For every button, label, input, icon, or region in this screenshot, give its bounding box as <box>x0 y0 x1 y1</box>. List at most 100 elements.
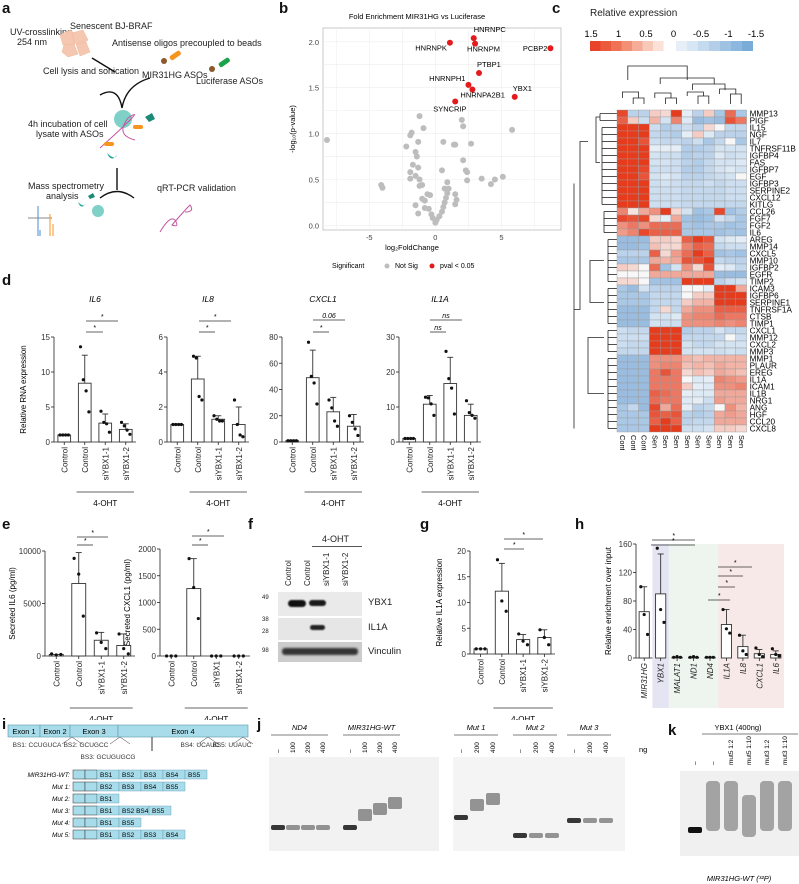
svg-text:Exon 1: Exon 1 <box>12 727 35 736</box>
schematic-graphics <box>28 29 230 236</box>
point-not-sig <box>468 140 475 147</box>
svg-text:siYBX1-2: siYBX1-2 <box>122 446 131 480</box>
gene-structure-diagram: Exon 1 Exon 2 Exon 3 Exon 4 BS1: CCUGUCA BS2… <box>7 724 254 840</box>
svg-text:30: 30 <box>386 333 395 342</box>
point-not-sig <box>487 181 494 188</box>
svg-text:1: 1 <box>616 29 621 40</box>
svg-text:siYBX1-2: siYBX1-2 <box>467 446 476 480</box>
gel-left <box>269 757 439 851</box>
svg-text:MIR31HG: MIR31HG <box>640 663 649 699</box>
svg-text:MMP12: MMP12 <box>750 334 779 343</box>
svg-text:Sen 1: Sen 1 <box>661 435 670 450</box>
svg-text:BS1: BS1 <box>100 796 113 803</box>
gel-band <box>271 825 285 830</box>
svg-text:ns: ns <box>442 313 450 320</box>
svg-text:*: * <box>91 530 94 537</box>
svg-text:0: 0 <box>274 438 279 447</box>
svg-text:Significant: Significant <box>332 263 364 270</box>
svg-text:5: 5 <box>499 233 503 242</box>
svg-text:siYBX1-1: siYBX1-1 <box>101 446 110 480</box>
lysis-label: Cell lysis and sonication <box>43 66 140 76</box>
point-not-sig <box>412 148 419 155</box>
svg-text:1.5: 1.5 <box>584 29 597 40</box>
svg-text:*: * <box>718 593 721 600</box>
svg-text:IGFBP3: IGFBP3 <box>750 180 780 189</box>
svg-text:Sen 3: Sen 3 <box>672 435 681 450</box>
svg-text:IGFBP6: IGFBP6 <box>750 292 780 301</box>
point-not-sig <box>464 177 471 184</box>
svg-text:Relative enrichment over input: Relative enrichment over input <box>604 546 613 655</box>
svg-text:Control: Control <box>288 447 297 473</box>
blot-group-label: 4-OHT <box>322 534 349 544</box>
gel-band <box>545 833 559 838</box>
svg-text:MALAT1: MALAT1 <box>673 663 682 694</box>
point-not-sig <box>403 143 410 150</box>
point-not-sig <box>452 141 459 148</box>
svg-text:CCL26: CCL26 <box>750 208 776 217</box>
svg-text:*: * <box>320 325 323 332</box>
svg-text:HNRNPH1: HNRNPH1 <box>429 74 465 83</box>
incubation-complex-icon <box>99 110 155 159</box>
svg-text:Exon 2: Exon 2 <box>43 727 66 736</box>
svg-text:Exon 4: Exon 4 <box>171 727 194 736</box>
svg-text:siYBX1-1: siYBX1-1 <box>329 446 338 480</box>
svg-text:CTSB: CTSB <box>750 313 772 322</box>
svg-text:5: 5 <box>46 403 51 412</box>
point-not-sig <box>452 191 459 198</box>
svg-text:5: 5 <box>462 624 467 633</box>
svg-text:MMP10: MMP10 <box>750 257 779 266</box>
svg-text:CXCL1: CXCL1 <box>750 327 777 336</box>
uv-nm-label: 254 nm <box>17 37 48 47</box>
svg-text:IGFBP7: IGFBP7 <box>750 166 780 175</box>
gel-band <box>358 809 372 821</box>
svg-text:Mut 3:: Mut 3: <box>52 808 70 815</box>
volcano-title: Fold Enrichment MIR31HG vs Luciferase <box>349 12 485 21</box>
bar <box>211 418 226 443</box>
svg-text:CXCL5: CXCL5 <box>750 250 777 259</box>
point-not-sig <box>439 167 445 174</box>
gel-band <box>454 815 468 820</box>
svg-text:Not Sig: Not Sig <box>395 263 418 270</box>
bar <box>422 403 437 443</box>
svg-text:mut5 1:2: mut5 1:2 <box>728 739 735 765</box>
svg-text:siYBX1-1: siYBX1-1 <box>446 446 455 480</box>
gel-band <box>529 833 543 838</box>
svg-text:BS3: GCUGUGCG: BS3: GCUGUGCG <box>81 754 136 761</box>
panel-label-h: h <box>575 516 585 533</box>
svg-text:20: 20 <box>386 368 395 377</box>
gel-smear <box>760 781 774 831</box>
svg-text:0: 0 <box>462 650 467 659</box>
svg-text:4-OHT: 4-OHT <box>321 499 345 508</box>
point-not-sig <box>412 202 419 209</box>
gel-band <box>388 797 402 809</box>
svg-text:mut3 1:2: mut3 1:2 <box>764 739 771 765</box>
point-not-sig <box>444 190 451 197</box>
svg-text:FGF2: FGF2 <box>750 222 771 231</box>
svg-text:Control 2: Control 2 <box>618 435 627 450</box>
svg-text:AREG: AREG <box>750 236 773 245</box>
svg-text:100: 100 <box>290 742 297 753</box>
marker-49: 49 <box>262 595 269 601</box>
svg-text:Control: Control <box>190 661 199 687</box>
svg-text:Control: Control <box>173 447 182 473</box>
gel-band <box>599 818 613 823</box>
svg-text:MMP13: MMP13 <box>750 110 779 119</box>
point-not-sig <box>453 196 460 203</box>
svg-text:Relative RNA expression: Relative RNA expression <box>19 345 28 433</box>
svg-text:Relative IL1A expression: Relative IL1A expression <box>435 558 444 646</box>
svg-text:Control: Control <box>60 447 69 473</box>
svg-text:NGF: NGF <box>750 131 767 140</box>
volcano-xlabel: log₂FoldChange <box>385 243 439 252</box>
point-not-sig <box>415 164 422 171</box>
svg-text:*: * <box>206 325 209 332</box>
uv-label: UV-crosslinking <box>10 27 73 37</box>
exon-box <box>117 724 249 738</box>
svg-text:Control 3: Control 3 <box>640 435 649 450</box>
point-significant <box>511 93 518 100</box>
svg-text:HNRNPC: HNRNPC <box>474 25 507 34</box>
point-significant <box>470 35 477 42</box>
point-not-sig <box>412 172 419 179</box>
svg-text:CXCL12: CXCL12 <box>750 194 781 203</box>
svg-text:Sen siYBX1 2: Sen siYBX1 2 <box>694 435 703 450</box>
svg-text:*: * <box>199 538 202 545</box>
